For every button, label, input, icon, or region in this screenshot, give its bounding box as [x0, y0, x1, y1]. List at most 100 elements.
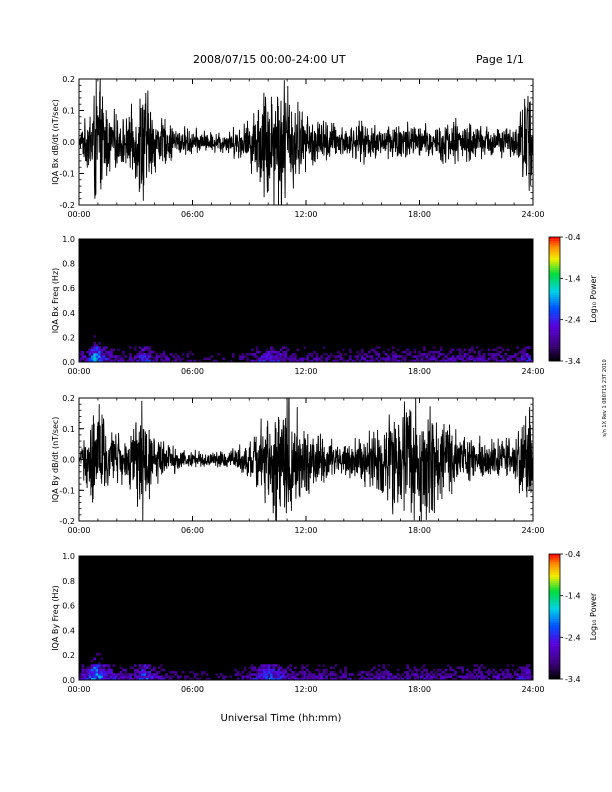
colorbar-segment — [549, 325, 560, 329]
spectrogram-cell — [274, 355, 278, 358]
spectrogram-cell — [86, 666, 89, 670]
x-tick-label: 12:00 — [294, 526, 317, 535]
spectrogram-cell — [403, 350, 407, 354]
spectrogram-cell — [487, 668, 491, 672]
spectrogram-cell — [425, 359, 429, 363]
spectrogram-cell — [334, 357, 338, 361]
spectrogram-cell — [248, 675, 252, 679]
spectrogram-cell — [497, 353, 500, 356]
spectrogram-cell — [260, 673, 264, 676]
colorbar-segment — [549, 268, 560, 271]
spectrogram-cell — [265, 348, 269, 352]
x-tick-label: 06:00 — [181, 210, 204, 219]
spectrogram-cell — [344, 673, 347, 676]
spectrogram-cell — [408, 350, 412, 354]
spectrogram-cell — [162, 675, 166, 679]
spectrogram-cell — [353, 359, 357, 363]
spectrogram-cell — [126, 677, 130, 681]
spectrogram-cell — [262, 677, 266, 681]
spectrogram-cell — [145, 353, 149, 356]
spectrogram-cell — [274, 359, 278, 363]
spectrogram-cell — [473, 350, 476, 354]
spectrogram-cell — [301, 677, 304, 681]
spectrogram-cell — [394, 675, 398, 679]
spectrogram-cell — [337, 675, 340, 679]
spectrogram-cell — [384, 673, 388, 676]
spectrogram-cell — [521, 673, 524, 676]
spectrogram-cell — [270, 350, 273, 354]
spectrogram-cell — [279, 348, 283, 352]
y-tick-label: 0.2 — [62, 394, 75, 403]
spectrogram-cell — [325, 353, 328, 356]
spectrogram-cell — [169, 670, 173, 674]
spectrogram-cell — [341, 357, 345, 361]
spectrogram-cell — [437, 353, 441, 356]
spectrogram-cell — [95, 673, 99, 676]
spectrogram-cell — [437, 673, 441, 676]
spectrogram-cell — [499, 668, 503, 672]
spectrogram-cell — [90, 355, 94, 358]
spectrogram-cell — [133, 677, 137, 681]
spectrogram-cell — [501, 670, 505, 674]
spectrogram-cell — [466, 677, 469, 681]
spectrogram-cell — [148, 350, 151, 354]
spectrogram-cell — [95, 664, 99, 667]
spectrogram-cell — [248, 353, 252, 356]
spectrogram-cell — [258, 359, 261, 363]
spectrogram-cell — [530, 675, 534, 679]
spectrogram-cell — [241, 670, 245, 674]
colorbar-segment — [549, 272, 560, 275]
spectrogram-cell — [511, 355, 515, 358]
spectrogram-cell — [93, 355, 97, 358]
x-tick-label: 24:00 — [521, 367, 544, 376]
colorbar-segment — [549, 593, 560, 596]
spectrogram-cell — [458, 675, 462, 679]
colorbar-segment — [549, 280, 560, 283]
spectrogram-cell — [325, 670, 328, 674]
spectrogram-cell — [325, 668, 328, 672]
spectrogram-cell — [267, 357, 271, 361]
spectrogram-cell — [162, 668, 166, 672]
spectrogram-cell — [513, 677, 517, 681]
spectrogram-cell — [322, 346, 326, 349]
spectrogram-cell — [317, 677, 321, 681]
spectrogram-cell — [418, 668, 421, 672]
spectrogram-cell — [298, 670, 302, 674]
spectrogram-cell — [480, 348, 484, 352]
spectrogram-cell — [148, 670, 151, 674]
spectrogram-cell — [150, 677, 154, 681]
spectrogram-cell — [110, 670, 113, 674]
spectrogram-cell — [129, 666, 132, 670]
colorbar-segment — [549, 658, 560, 661]
spectrogram-cell — [260, 355, 264, 358]
spectrogram-cell — [150, 673, 154, 676]
spectrogram-cell — [114, 677, 118, 681]
spectrogram-cell — [430, 359, 433, 363]
spectrogram-cell — [525, 675, 529, 679]
spectrogram-cell — [88, 355, 92, 358]
colorbar-segment — [549, 350, 560, 354]
spectrogram-cell — [509, 677, 512, 681]
spectrogram-cell — [145, 673, 149, 676]
spectrogram-cell — [478, 666, 481, 670]
spectrogram-cell — [157, 355, 161, 358]
spectrogram-cell — [375, 670, 378, 674]
spectrogram-cell — [392, 355, 395, 358]
spectrogram-cell — [155, 673, 159, 676]
spectrogram-cell — [454, 677, 457, 681]
x-tick-label: 18:00 — [408, 367, 431, 376]
spectrogram-cell — [401, 673, 405, 676]
spectrogram-cell — [143, 359, 147, 363]
spectrogram-cell — [86, 359, 89, 363]
spectrogram-cell — [382, 675, 386, 679]
spectrogram-cell — [339, 353, 343, 356]
spectrogram-cell — [506, 348, 510, 352]
colorbar-segment — [549, 643, 560, 646]
spectrogram-cell — [380, 357, 383, 361]
spectrogram-cell — [499, 677, 503, 681]
spectrogram-cell — [122, 673, 125, 676]
spectrogram-cell — [117, 675, 120, 679]
colorbar-segment — [549, 626, 560, 630]
spectrogram-cell — [160, 675, 163, 679]
spectrogram-cell — [298, 359, 302, 363]
